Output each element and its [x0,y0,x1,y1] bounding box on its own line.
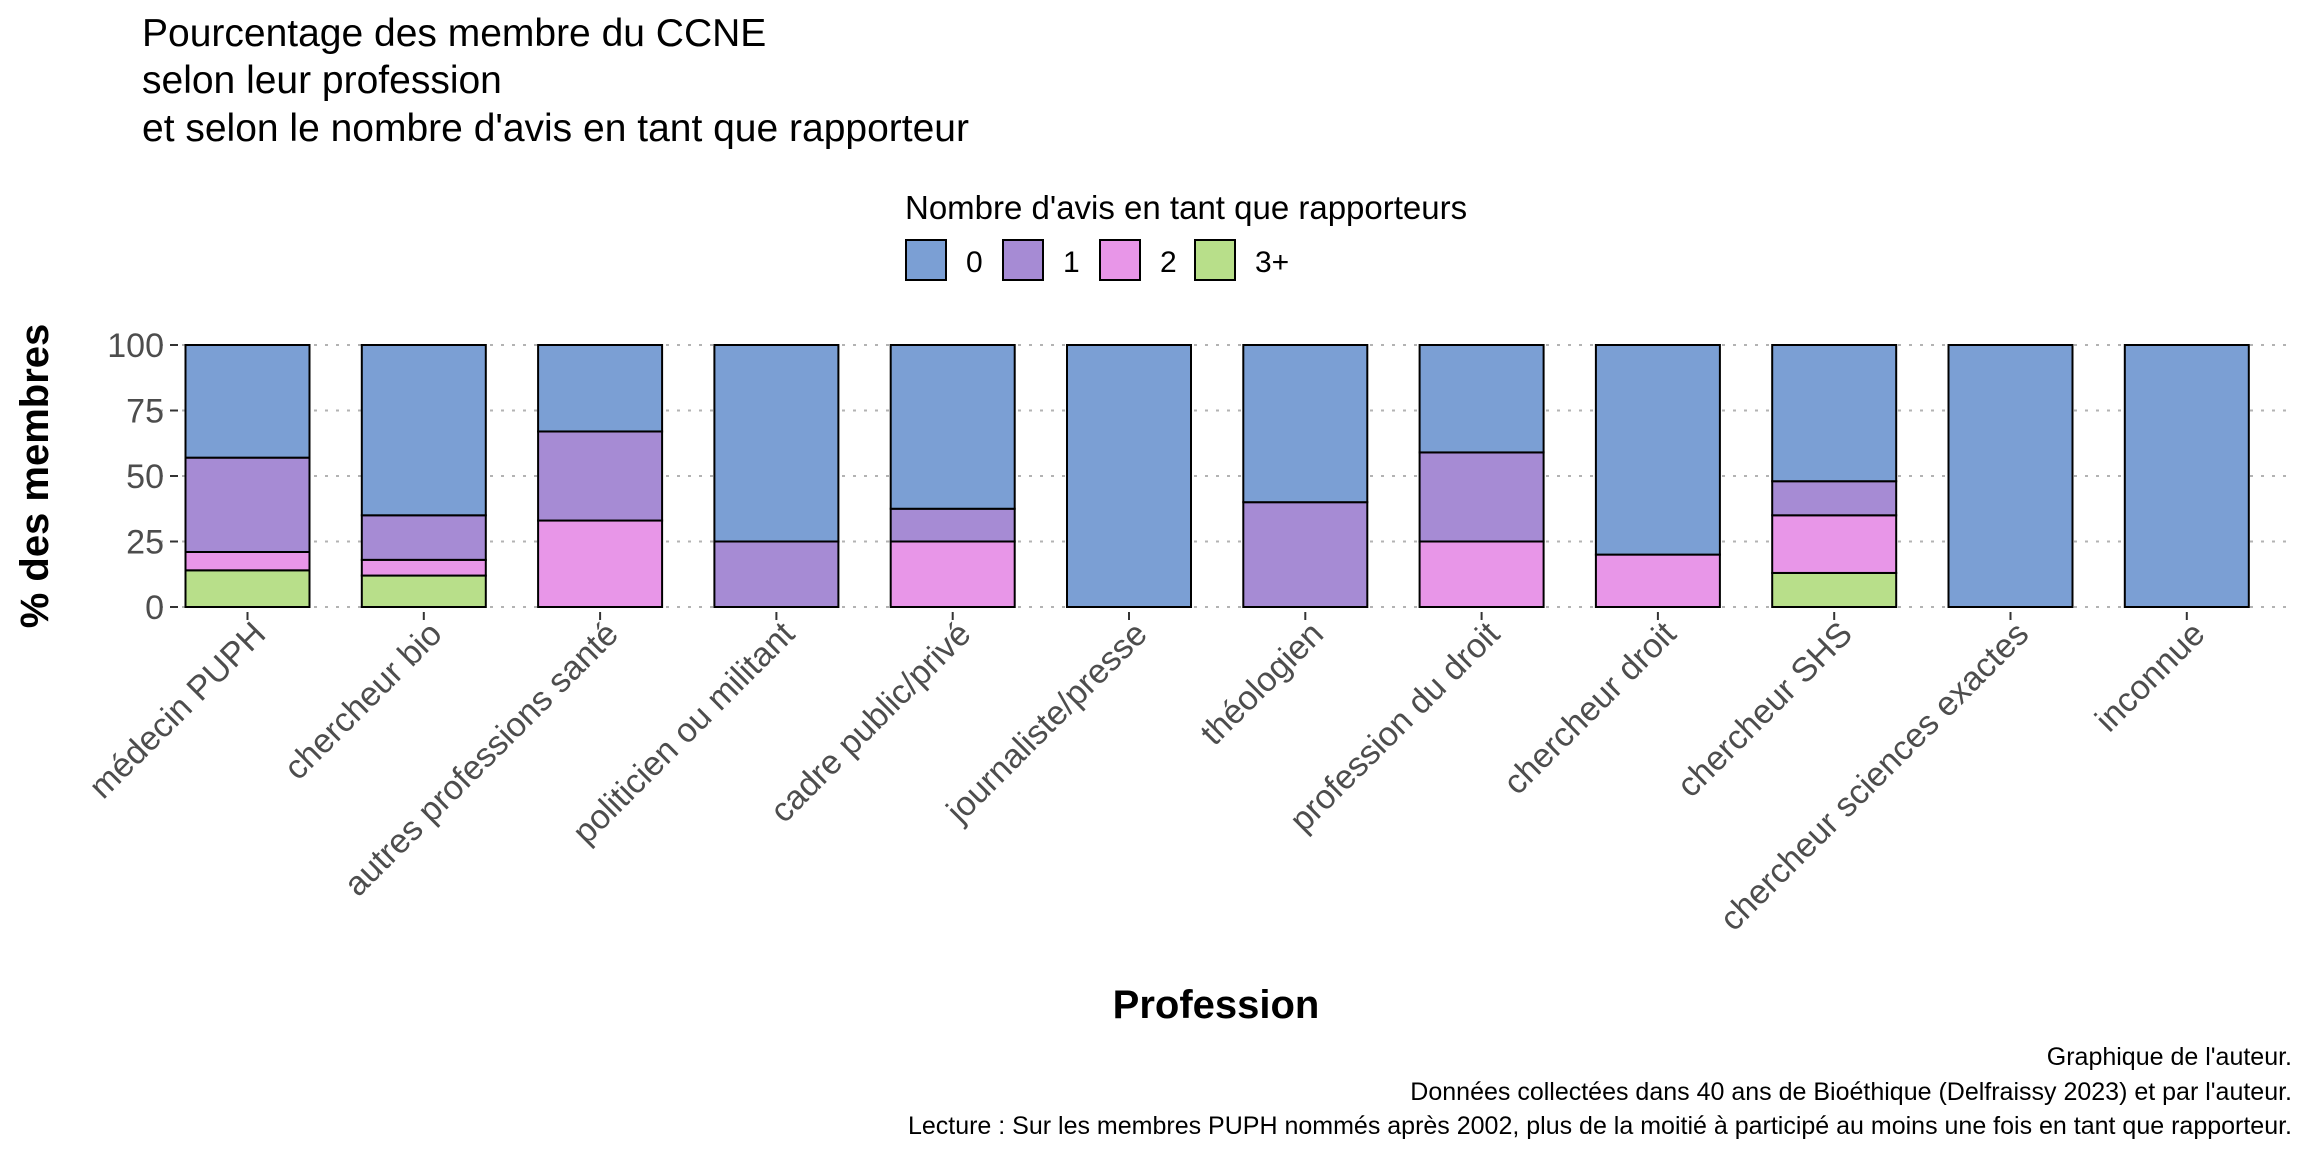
legend-item: 1 [1002,239,1080,281]
legend-item: 2 [1099,239,1177,281]
legend-title: Nombre d'avis en tant que rapporteurs [905,189,1467,226]
chart-title-line-1: Pourcentage des membre du CCNE [142,12,766,55]
x-tick-label: inconnue [2088,615,2212,739]
legend-label: 2 [1160,246,1177,279]
y-tick-label: 0 [145,589,164,627]
bar-segment [889,540,1016,608]
bar-segment [537,344,664,433]
bar-stack [1242,344,1369,609]
bar-stack [360,344,487,608]
bar-segment [1242,344,1369,504]
chart-title: Pourcentage des membre du CCNE selon leu… [142,12,969,150]
bar-segment [1771,480,1898,517]
bar-segment [1066,344,1192,608]
bar-segment [1242,501,1369,609]
caption-line-2: Données collectées dans 40 ans de Bioéth… [1410,1078,2292,1106]
bar-segment [1418,540,1545,608]
x-tick-label: médecin PUPH [82,615,273,806]
legend-item: 3+ [1194,239,1289,281]
x-tick-label: chercheur SHS [1670,615,1860,805]
legend-key [1099,239,1141,281]
bar-segment [1947,344,2074,608]
bar-stack [184,344,311,609]
bar-stack [537,344,664,608]
legend-item: 0 [905,239,983,281]
bar-segment [360,558,487,577]
bar-segment [1418,344,1545,454]
legend-label: 0 [966,246,983,279]
bar-segment [1771,571,1898,609]
bar-segment [2123,344,2250,608]
bar-segment [1418,451,1545,543]
bar-segment [889,344,1016,510]
bar-segment [713,344,840,543]
y-axis-title: % des membres [13,324,57,629]
bar-segment [889,507,1016,543]
caption-line-1: Graphique de l'auteur. [2047,1043,2292,1071]
bar-segment [184,550,311,572]
bar-stack [1418,344,1545,608]
legend: Nombre d'avis en tant que rapporteurs 0 1… [905,189,1467,281]
legend-key [905,239,947,281]
y-tick-label: 25 [126,524,164,562]
bar-segment [1771,344,1898,483]
bar-segment [360,574,487,608]
x-tick-label: chercheur droit [1496,614,1684,802]
legend-key [1194,239,1236,281]
caption: Graphique de l'auteur. Données collectée… [908,1043,2292,1140]
bar-segment [1771,514,1898,574]
y-tick-label: 75 [126,393,164,431]
bar-segment [184,344,311,459]
x-tick-label: chercheur sciences exactes [1713,615,2037,939]
bar-segment [1594,553,1721,608]
bar-segment [713,540,840,608]
bars [184,344,2250,609]
y-tick-label: 50 [126,458,164,496]
bar-stack [1066,344,1192,608]
bar-stack [1771,344,1898,609]
y-axis: 0 25 50 75 100 [107,327,178,627]
legend-label: 1 [1063,246,1080,279]
bar-stack [1947,344,2074,608]
bar-segment [360,344,487,517]
bar-segment [537,430,664,522]
chart-title-line-3: et selon le nombre d'avis en tant que ra… [142,107,969,150]
bar-segment [184,456,311,553]
x-tick-label: chercheur bio [277,615,450,788]
bar-stack [889,344,1016,608]
bar-segment [537,519,664,608]
bar-segment [360,514,487,561]
y-tick-label: 100 [107,327,164,365]
chart-title-line-2: selon leur profession [142,59,502,102]
x-axis-title: Profession [1113,983,1320,1027]
caption-line-3: Lecture : Sur les membres PUPH nommés ap… [908,1112,2292,1140]
bar-segment [184,569,311,609]
bar-segment [1594,344,1721,556]
x-tick-label: théologien [1193,615,1331,753]
bar-stack [713,344,840,608]
legend-key [1002,239,1044,281]
bar-stack [2123,344,2250,608]
legend-label: 3+ [1255,246,1289,279]
bar-stack [1594,344,1721,608]
